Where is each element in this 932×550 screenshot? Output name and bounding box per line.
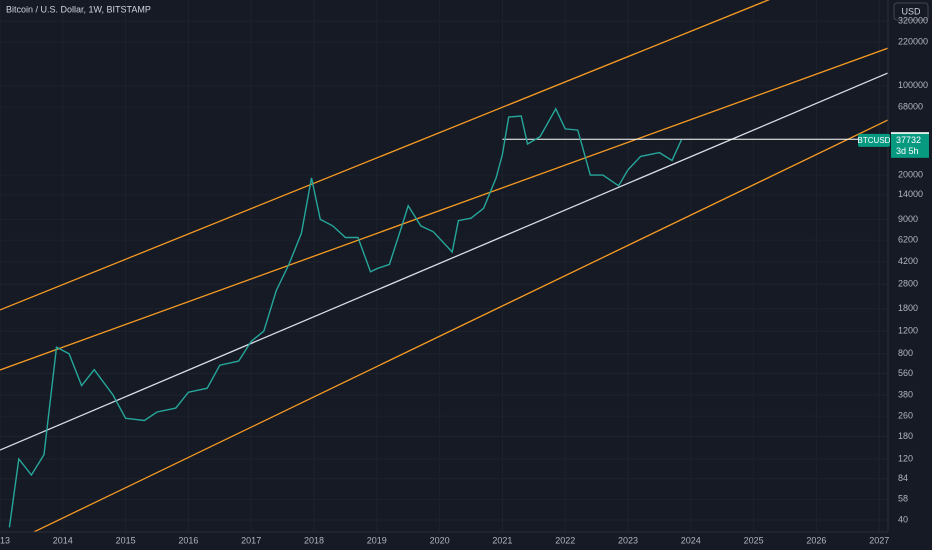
y-tick-label: 180 <box>898 431 913 441</box>
y-tick-label: 380 <box>898 389 913 399</box>
last-price-label: 37732 <box>896 135 921 145</box>
channel-line <box>0 0 771 311</box>
x-tick-label: 2018 <box>304 535 324 545</box>
x-tick-label: 2013 <box>0 535 10 545</box>
y-tick-label: 1200 <box>898 326 918 336</box>
x-tick-label: 2016 <box>178 535 198 545</box>
y-tick-label: 9000 <box>898 214 918 224</box>
currency-button[interactable] <box>893 2 929 21</box>
y-tick-label: 20000 <box>898 169 923 179</box>
y-tick-label: 260 <box>898 410 913 420</box>
plot-area <box>0 0 888 532</box>
y-tick-label: 100000 <box>898 80 928 90</box>
x-tick-label: 2027 <box>869 535 889 545</box>
x-tick-label: 2014 <box>53 535 73 545</box>
price-line <box>8 107 683 528</box>
y-tick-label: 58 <box>898 494 908 504</box>
x-tick-label: 2023 <box>618 535 638 545</box>
y-tick-label: 4200 <box>898 256 918 266</box>
x-tick-label: 2020 <box>430 535 450 545</box>
chart-title: Bitcoin / U.S. Dollar, 1W, BITSTAMP <box>6 4 151 14</box>
symbol-tag <box>858 133 890 147</box>
y-tick-label: 68000 <box>898 102 923 112</box>
channel-line <box>0 72 888 451</box>
x-tick-label: 2022 <box>555 535 575 545</box>
x-tick-label: 2021 <box>492 535 512 545</box>
x-tick-label: 2025 <box>744 535 764 545</box>
y-tick-label: 120 <box>898 453 913 463</box>
x-tick-label: 2015 <box>116 535 136 545</box>
currency-label[interactable]: USD <box>901 6 921 16</box>
y-tick-label: 560 <box>898 368 913 378</box>
channel-line <box>32 119 888 532</box>
y-tick-label: 14000 <box>898 189 923 199</box>
x-tick-label: 2019 <box>367 535 387 545</box>
y-tick-label: 800 <box>898 348 913 358</box>
last-price-tag <box>891 133 929 158</box>
x-tick-label: 2026 <box>806 535 826 545</box>
y-tick-label: 320000 <box>898 16 928 26</box>
countdown-label: 3d 5h <box>896 146 919 156</box>
x-tick-label: 2024 <box>681 535 701 545</box>
y-tick-label: 40 <box>898 514 908 524</box>
symbol-label: BTCUSD <box>858 136 891 145</box>
y-tick-label: 6200 <box>898 234 918 244</box>
y-tick-label: 2800 <box>898 279 918 289</box>
channel-line <box>0 47 888 371</box>
y-tick-label: 220000 <box>898 36 928 46</box>
y-tick-label: 1800 <box>898 303 918 313</box>
y-tick-label: 84 <box>898 473 908 483</box>
x-tick-label: 2017 <box>241 535 261 545</box>
